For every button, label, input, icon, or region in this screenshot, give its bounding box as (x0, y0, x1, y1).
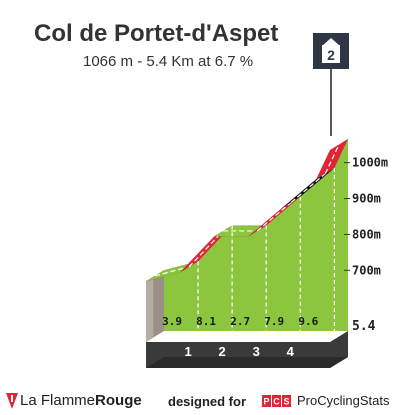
svg-text:P: P (263, 397, 269, 407)
y-tick-label: 1000m (352, 156, 388, 170)
designed-for-label: designed for (168, 394, 247, 409)
profile-segment-centerline (154, 266, 190, 277)
y-tick-label: 900m (352, 192, 381, 206)
km-label: 1 (184, 344, 191, 359)
gradient-label: 7.9 (264, 315, 284, 328)
pcs-logo-icon: P C S (262, 395, 291, 407)
km-label: 3 (253, 344, 260, 359)
flamme-rouge-icon (6, 393, 18, 409)
svg-text:C: C (273, 397, 280, 407)
y-tick-label: 800m (352, 227, 381, 241)
profile-base-shadow (146, 357, 348, 368)
profile-left-wall-face (146, 276, 154, 342)
category-badge: 2 (313, 33, 349, 136)
km-label: 4 (287, 344, 295, 359)
procyclingstats-brand[interactable]: ProCyclingStats (297, 393, 390, 408)
climb-subtitle: 1066 m - 5.4 Km at 6.7 % (83, 53, 254, 70)
climb-title: Col de Portet-d'Aspet (34, 20, 279, 47)
flamme-rouge-brand-part2: Rouge (95, 392, 142, 409)
footer: La FlammeRouge designed for P C S ProCyc… (0, 384, 405, 415)
svg-text:S: S (283, 397, 289, 407)
total-distance-label: 5.4 (352, 319, 376, 334)
gradient-label: 2.7 (230, 315, 250, 328)
y-tick-label: 700m (352, 263, 381, 277)
profile-chart: 1 2 3 43.9 8.1 2.7 7.9 9.6 5.4700m800m900m1000m … (145, 33, 388, 368)
gradient-label: 3.9 (162, 315, 182, 328)
flamme-rouge-brand[interactable]: La FlammeRouge (20, 392, 142, 409)
gradient-label: 9.6 (298, 315, 318, 328)
gradient-label: 8.1 (196, 315, 216, 328)
profile-segment-centerline (324, 144, 340, 174)
category-badge-number: 2 (327, 47, 335, 63)
km-label: 2 (219, 344, 226, 359)
flamme-rouge-brand-part1: La Flamme (20, 392, 96, 409)
profile-segment-centerline (188, 230, 224, 268)
profile-face (164, 139, 348, 331)
